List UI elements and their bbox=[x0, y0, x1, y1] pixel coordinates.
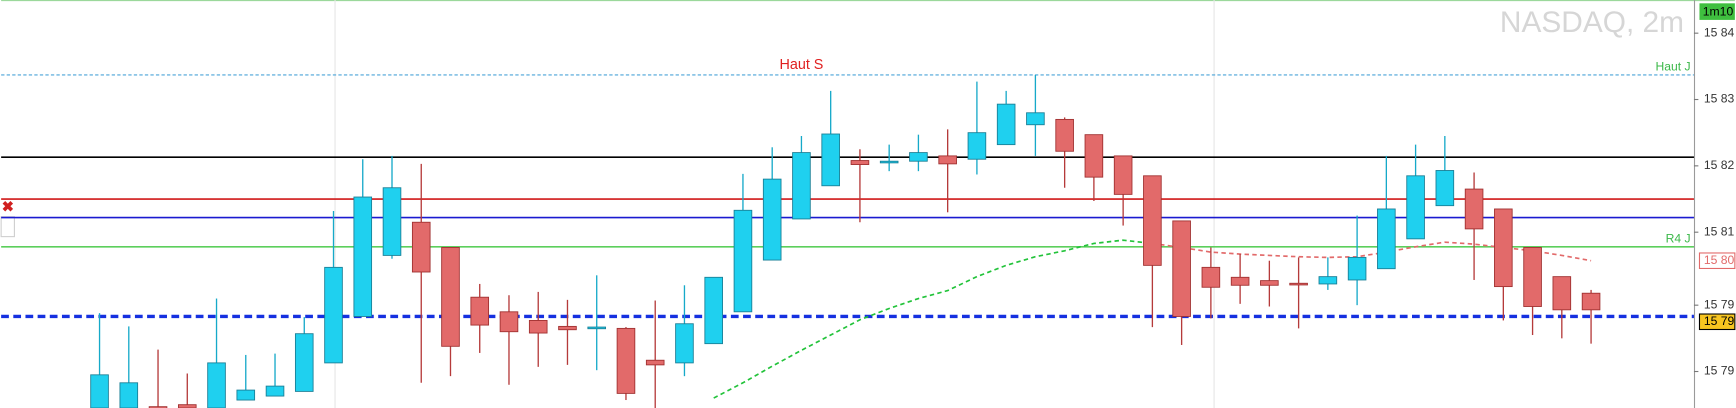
candle-body bbox=[499, 311, 519, 333]
price-tag: 15 79 bbox=[1704, 314, 1735, 328]
candle-body bbox=[1055, 118, 1074, 152]
candle-body bbox=[587, 326, 607, 330]
candle-body bbox=[1435, 170, 1455, 207]
candle-body bbox=[1230, 276, 1250, 286]
candle-body bbox=[1172, 220, 1191, 317]
candle-body bbox=[1318, 276, 1338, 285]
candle-body bbox=[879, 160, 899, 164]
candle-body bbox=[1377, 208, 1396, 270]
candle-body bbox=[1581, 292, 1601, 311]
candle-body bbox=[967, 132, 987, 160]
candle-body bbox=[353, 196, 373, 317]
candle-body bbox=[1289, 282, 1308, 286]
candle-body bbox=[1552, 276, 1572, 311]
price-tag-box bbox=[1698, 313, 1736, 331]
candle-body bbox=[1494, 208, 1513, 288]
candle-body bbox=[821, 133, 840, 187]
candle-body bbox=[1201, 266, 1221, 288]
candle-body bbox=[1523, 247, 1542, 307]
y-tick-label: 15 84 bbox=[1704, 25, 1735, 39]
candle-body bbox=[265, 385, 285, 397]
candle-body bbox=[850, 160, 870, 165]
price-tag-box bbox=[1698, 252, 1736, 270]
candle-body bbox=[411, 221, 431, 273]
candle-body bbox=[1026, 112, 1045, 126]
candle-body bbox=[938, 155, 957, 165]
price-tag: 15 80 bbox=[1704, 253, 1735, 267]
candle-body bbox=[90, 374, 109, 408]
candle-body bbox=[207, 362, 226, 408]
candle-body bbox=[1464, 188, 1484, 230]
moving-average bbox=[713, 239, 1153, 399]
candle-body bbox=[616, 327, 636, 394]
candle-body bbox=[704, 276, 723, 345]
candle-body bbox=[1143, 175, 1162, 266]
annotation: Haut S bbox=[779, 57, 823, 73]
candle-body bbox=[236, 389, 256, 401]
candle-body bbox=[470, 296, 490, 326]
y-tick-label: 15 79 bbox=[1704, 364, 1735, 378]
candle-body bbox=[909, 152, 928, 162]
moving-average bbox=[1152, 241, 1592, 262]
y-tick-label: 15 79 bbox=[1704, 297, 1735, 311]
candle-body bbox=[645, 359, 665, 366]
candle-body bbox=[441, 247, 460, 347]
candle-body bbox=[528, 319, 548, 334]
candle-body bbox=[1084, 134, 1104, 178]
y-tick-label: 15 81 bbox=[1704, 224, 1735, 238]
timer: 1m10 bbox=[1703, 4, 1734, 18]
y-tick-label: 15 82 bbox=[1704, 158, 1735, 172]
candle-body bbox=[1347, 256, 1367, 281]
candle-body bbox=[1406, 175, 1425, 240]
candle-body bbox=[675, 323, 694, 364]
candle-body bbox=[762, 178, 782, 261]
candle-body bbox=[324, 266, 343, 364]
candle-body bbox=[119, 382, 139, 408]
candle-body bbox=[558, 325, 577, 331]
close-icon[interactable]: ✖ bbox=[2, 200, 14, 216]
candle-body bbox=[382, 187, 402, 256]
candle-body bbox=[294, 333, 314, 392]
side-tab[interactable] bbox=[0, 216, 15, 238]
candle-body bbox=[177, 404, 197, 408]
candle-body bbox=[1260, 280, 1279, 286]
chart-title: NASDAQ, 2m bbox=[1500, 6, 1684, 39]
candle-body bbox=[792, 152, 811, 220]
level-label: R4 J bbox=[1666, 231, 1691, 245]
candle-body bbox=[733, 209, 753, 313]
y-tick-label: 15 83 bbox=[1704, 92, 1735, 106]
level-label: Haut J bbox=[1655, 59, 1690, 73]
timer-box bbox=[1699, 3, 1735, 20]
candle-body bbox=[1113, 155, 1133, 195]
candle-body bbox=[996, 103, 1016, 146]
